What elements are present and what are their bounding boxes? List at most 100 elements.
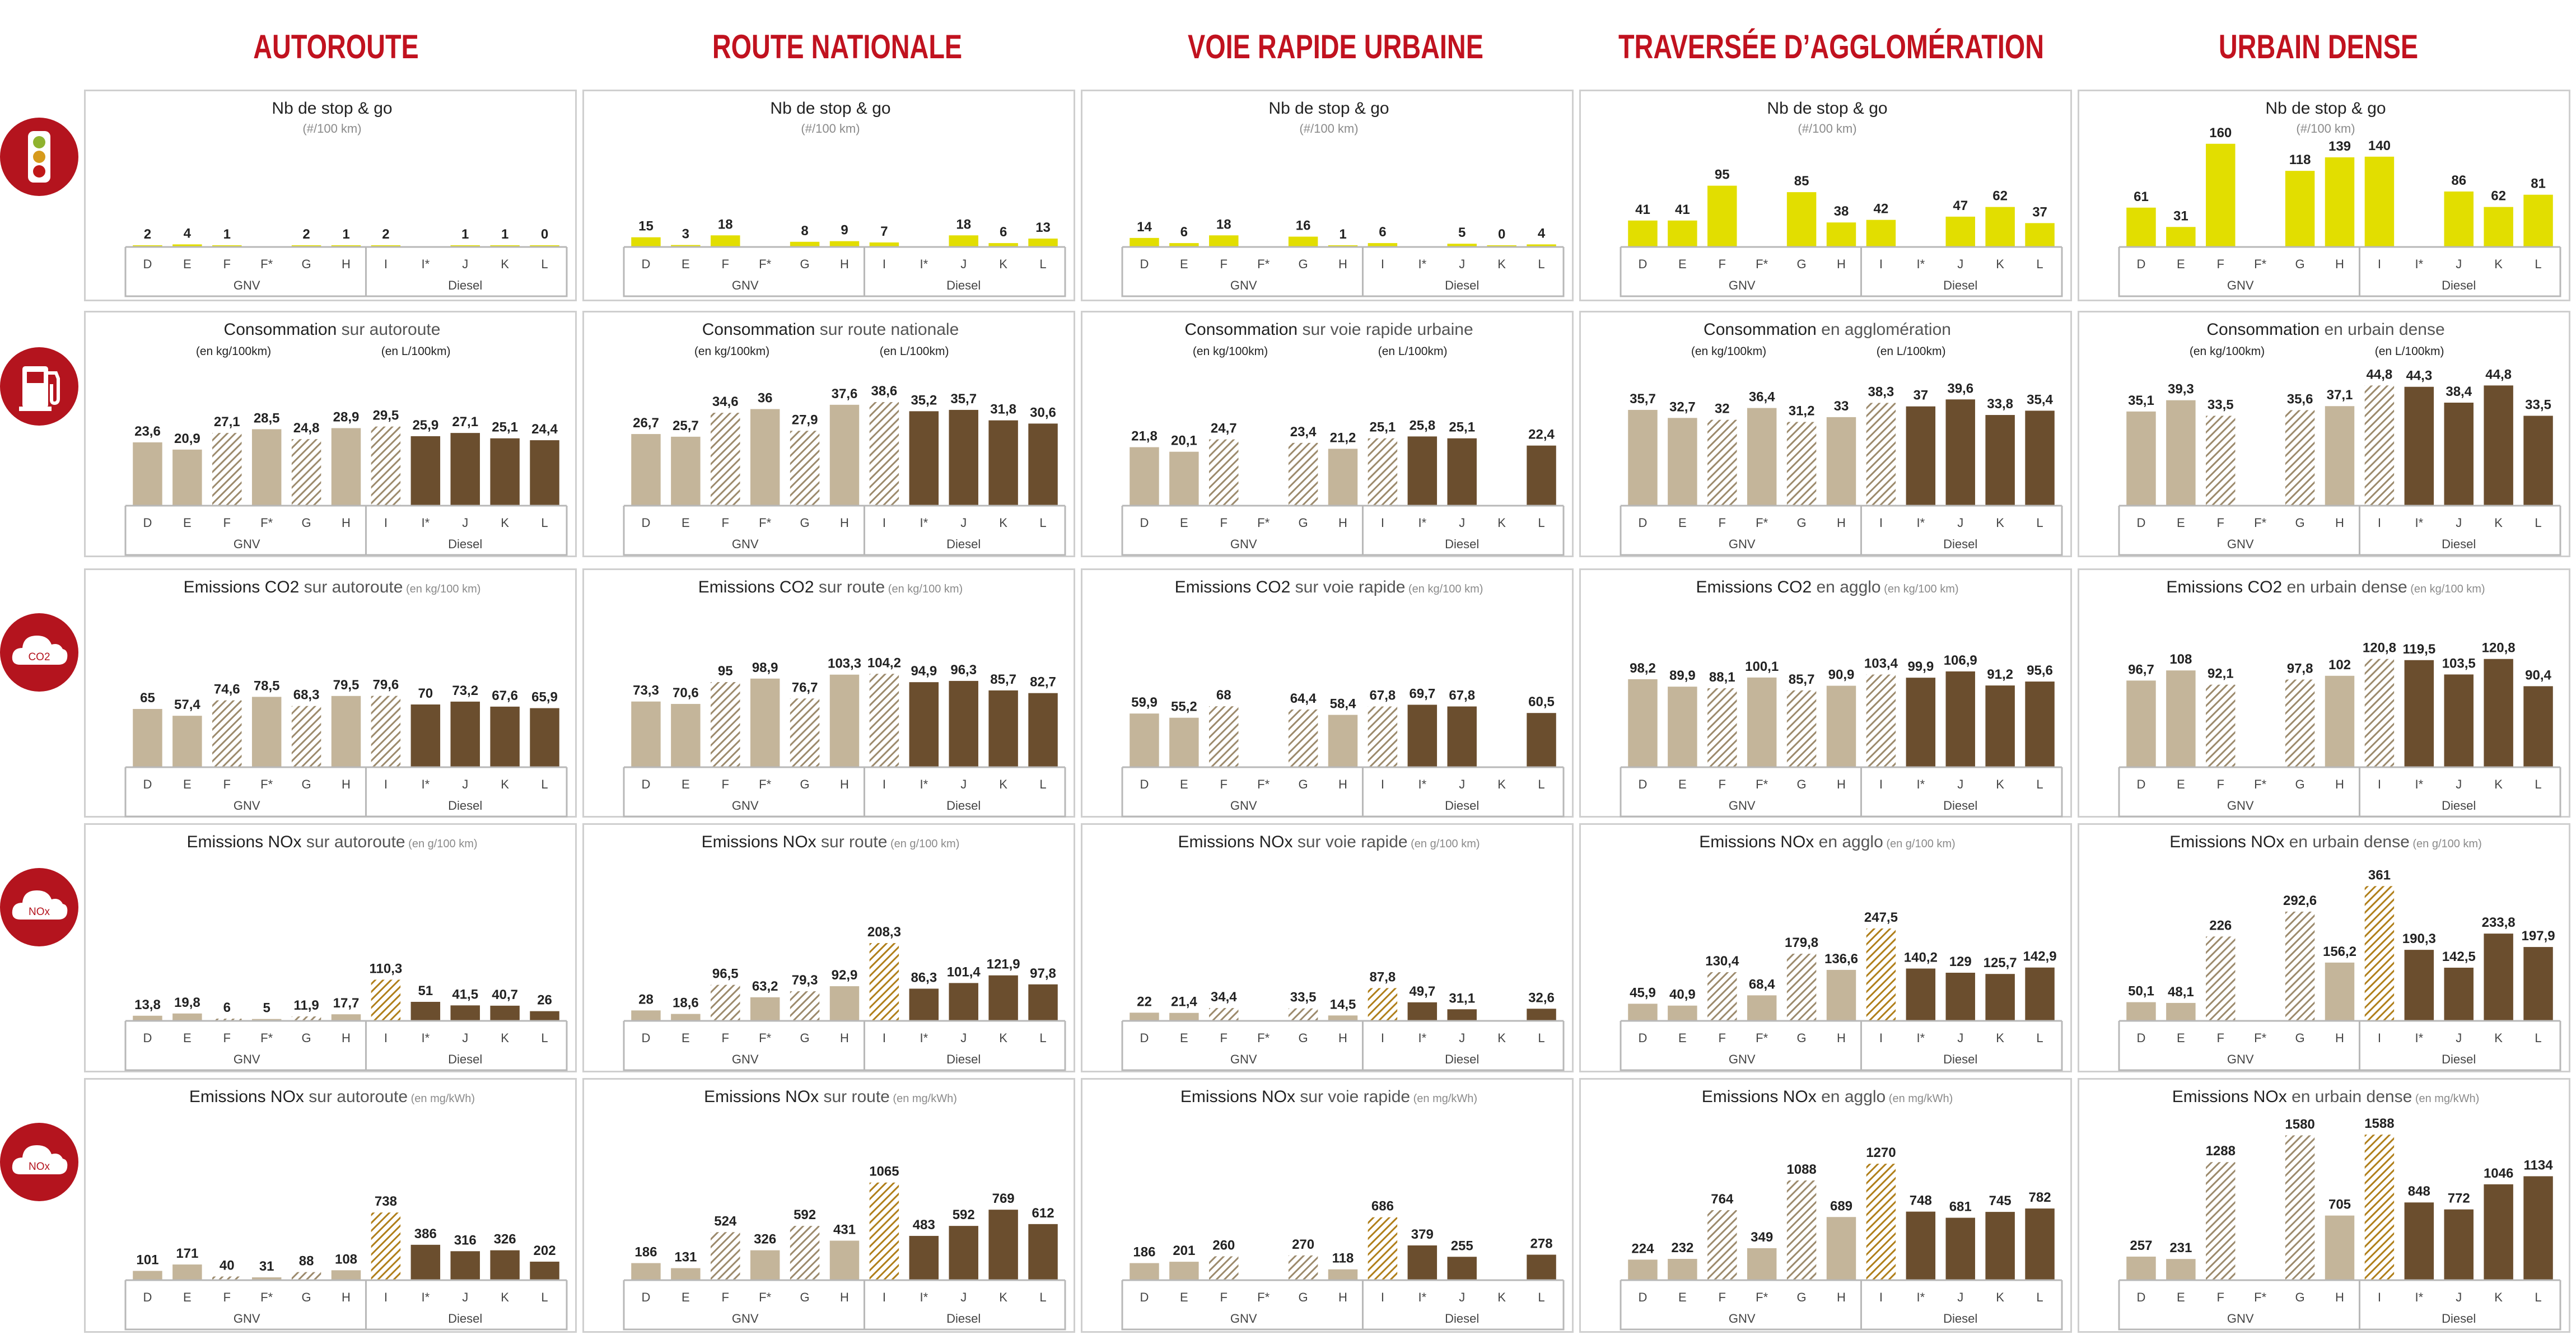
category-tick: I (1381, 1290, 1384, 1304)
category-tick: G (1299, 257, 1308, 271)
category-tick: J (1459, 257, 1465, 271)
unit-gnv: (en kg/100km) (1193, 345, 1268, 358)
data-label: 37,6 (832, 386, 858, 402)
category-tick: H (2335, 516, 2344, 530)
data-label: 31,1 (1449, 991, 1475, 1006)
icon-label: NOx (29, 906, 50, 918)
column-title: ROUTE NATIONALE (712, 27, 963, 66)
group-label-gnv: GNV (2227, 278, 2254, 292)
category-tick: F* (1756, 1290, 1768, 1304)
category-tick: F* (1756, 1031, 1768, 1045)
category-tick: K (501, 516, 509, 530)
category-tick: F* (260, 1290, 273, 1304)
bar-G (291, 1272, 321, 1280)
data-label: 13,8 (134, 997, 161, 1012)
bar-F (1209, 439, 1239, 506)
data-label: 31,2 (1789, 404, 1815, 419)
category-tick: I (384, 777, 388, 791)
title-context: sur route (814, 578, 885, 596)
category-tick: F* (260, 257, 273, 271)
bar-H (2325, 675, 2355, 767)
category-tick: F (722, 516, 729, 530)
bar-D (133, 1271, 162, 1280)
data-label: 326 (494, 1232, 516, 1247)
category-tick: I* (421, 516, 430, 530)
category-tick: D (1639, 777, 1648, 791)
data-label: 37 (2032, 204, 2047, 220)
category-tick: I (1879, 516, 1883, 530)
bar-I (2364, 886, 2395, 1021)
data-label: 42 (1874, 202, 1889, 217)
data-label: 186 (1133, 1245, 1155, 1260)
data-label: 103,5 (2442, 656, 2476, 671)
category-tick: E (682, 777, 690, 791)
data-label: 20,1 (1171, 433, 1197, 449)
data-label: 92,9 (832, 968, 858, 983)
data-label: 14 (1137, 220, 1152, 235)
data-label: 171 (176, 1246, 198, 1261)
data-label: 7 (880, 224, 888, 239)
group-label-diesel: Diesel (448, 278, 482, 292)
category-tick: D (1639, 257, 1648, 271)
bar-I (371, 696, 401, 767)
title-unit: (en kg/100 km) (1881, 583, 1959, 595)
category-tick: E (682, 1290, 690, 1304)
data-label: 31 (259, 1259, 274, 1274)
data-label: 41 (1675, 202, 1690, 217)
category-tick: E (1678, 516, 1687, 530)
data-label: 28,9 (333, 410, 360, 425)
category-tick: K (1996, 777, 2004, 791)
bar-J (949, 235, 978, 247)
group-label-gnv: GNV (732, 799, 759, 813)
bar-E (172, 1264, 202, 1280)
bar-F (1209, 1256, 1239, 1280)
bar-K (2484, 385, 2513, 506)
category-tick: F* (759, 1290, 771, 1304)
data-label: 47 (1953, 198, 1968, 213)
data-label: 29,5 (373, 408, 399, 423)
chart-title: Emissions NOx sur autoroute (en mg/kWh) (189, 1088, 475, 1106)
chart-title: Emissions CO2 en urbain dense (en kg/100… (2166, 578, 2485, 596)
bar-F-star (251, 429, 282, 506)
bar-K (988, 243, 1018, 247)
title-context: sur autoroute (299, 578, 403, 596)
data-label: 63,2 (752, 979, 778, 994)
bar-F (1209, 706, 1239, 767)
category-tick: I* (920, 257, 928, 271)
data-label: 686 (1371, 1199, 1394, 1214)
category-tick: E (2177, 257, 2185, 271)
group-label-diesel: Diesel (1445, 799, 1479, 813)
group-label-diesel: Diesel (448, 1312, 482, 1326)
data-label: 18 (956, 217, 971, 232)
category-tick: G (1797, 257, 1807, 271)
title-context: en agglomération (1817, 320, 1951, 339)
data-label: 197,9 (2522, 928, 2555, 944)
bar-K (988, 1210, 1018, 1280)
bar-K (2484, 1184, 2513, 1280)
category-tick: D (1140, 516, 1149, 530)
bar-G (790, 698, 820, 767)
category-tick: D (1140, 257, 1149, 271)
column-title: AUTOROUTE (253, 27, 419, 66)
data-label: 39,3 (2168, 382, 2194, 397)
bar-G (1288, 236, 1318, 247)
bar-G (1288, 709, 1318, 767)
category-tick: F (1220, 516, 1228, 530)
category-tick: K (999, 516, 1007, 530)
title-context: en urbain dense (2282, 578, 2407, 596)
category-tick: D (1639, 1290, 1648, 1304)
category-tick: K (501, 1031, 509, 1045)
data-label: 136,6 (1824, 951, 1858, 967)
bar-K (1985, 974, 2015, 1021)
data-label: 25,9 (412, 418, 438, 433)
data-label: 11,9 (293, 998, 319, 1013)
category-tick: F* (759, 1031, 771, 1045)
group-label-gnv: GNV (732, 278, 759, 292)
category-tick: I (2378, 257, 2381, 271)
category-tick: J (2456, 257, 2462, 271)
bar-I-star (2404, 386, 2434, 506)
data-label: 1 (501, 227, 508, 242)
bar-D (133, 709, 162, 767)
bar-F-star (1747, 995, 1777, 1021)
category-tick: J (1957, 516, 1963, 530)
